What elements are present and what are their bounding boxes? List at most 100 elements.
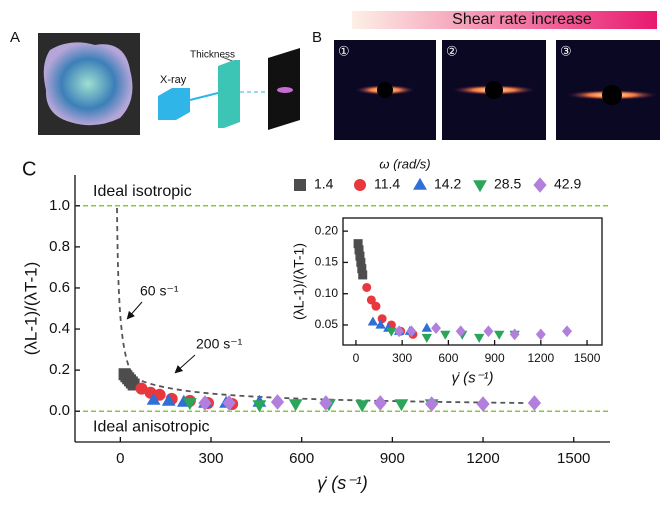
beam: [189, 91, 223, 101]
marker: [509, 328, 520, 341]
marker: [371, 301, 381, 311]
x-tick-label: 600: [289, 450, 314, 467]
marker: [182, 398, 197, 411]
marker: [367, 316, 379, 326]
marker: [375, 319, 386, 329]
x-tick-label: 0: [353, 351, 360, 365]
marker: [562, 325, 572, 338]
marker: [373, 395, 387, 411]
y-tick-label: 0.20: [315, 223, 339, 237]
marker: [198, 395, 212, 411]
marker: [483, 325, 494, 338]
legend-marker: [533, 177, 547, 193]
x-tick-label: 1500: [574, 351, 601, 365]
y-tick-label: 0.8: [49, 238, 70, 255]
beamstop: [377, 82, 393, 98]
xray-source: [158, 88, 190, 120]
marker: [319, 395, 333, 411]
y-tick-label: 0.6: [49, 279, 70, 296]
gradient-label: Shear rate increase: [452, 11, 592, 28]
y-tick-label: 0.2: [49, 361, 70, 378]
marker: [353, 239, 363, 249]
panel-label: A: [10, 29, 20, 46]
legend-marker: [294, 179, 306, 191]
x-axis-label: γ̇ (s⁻¹): [317, 473, 367, 493]
marker: [135, 382, 148, 395]
x-tick-label: 1200: [466, 450, 499, 467]
annotation-arrow: [174, 354, 196, 374]
diagram-label: X-ray: [160, 74, 187, 86]
annotation: 60 s⁻¹: [140, 283, 179, 299]
y-axis-label: (λL-1)/(λT-1): [21, 262, 40, 356]
image-label: ③: [560, 43, 572, 58]
reference-label: Ideal isotropic: [93, 183, 192, 200]
y-tick-label: 0.10: [315, 286, 339, 300]
marker: [356, 257, 366, 267]
legend-label: 1.4: [314, 176, 334, 192]
marker: [270, 394, 285, 410]
x-tick-label: 900: [485, 351, 505, 365]
marker: [386, 327, 397, 337]
sample-plate: [218, 60, 240, 128]
legend-label: 11.4: [374, 176, 400, 192]
saxs-images: [334, 40, 660, 140]
marker: [355, 251, 365, 261]
diagram-label: Thickness: [190, 50, 235, 61]
marker: [366, 295, 376, 305]
x-tick-label: 300: [392, 351, 412, 365]
marker: [355, 400, 370, 413]
y-tick-label: 0.15: [315, 255, 339, 269]
detector-pattern: [277, 87, 293, 93]
marker: [455, 325, 466, 338]
marker: [362, 282, 372, 292]
marker: [394, 325, 405, 338]
panel-label: B: [312, 29, 322, 46]
marker: [527, 395, 542, 411]
marker: [535, 328, 546, 341]
y-tick-label: 0.4: [49, 320, 70, 337]
panel-label: C: [22, 158, 36, 180]
x-axis-label: γ̇ (s⁻¹): [451, 370, 493, 387]
legend-marker: [473, 180, 487, 193]
x-tick-label: 600: [438, 351, 458, 365]
marker: [476, 396, 490, 412]
marker: [425, 396, 439, 412]
marker: [377, 314, 387, 324]
marker: [146, 392, 161, 405]
reference-label: Ideal anisotropic: [93, 418, 210, 435]
marker: [474, 333, 485, 343]
legend-marker: [413, 177, 427, 190]
marker: [288, 399, 303, 412]
marker: [406, 325, 417, 338]
marker: [358, 270, 368, 280]
marker: [494, 330, 505, 340]
y-tick-label: 0.0: [49, 402, 70, 419]
image-label: ①: [338, 43, 350, 58]
marker: [354, 245, 364, 255]
legend-label: 28.5: [494, 176, 521, 192]
marker: [440, 330, 451, 340]
x-tick-label: 300: [199, 450, 224, 467]
marker: [431, 322, 442, 334]
marker: [161, 393, 176, 406]
x-tick-label: 900: [380, 450, 405, 467]
inset-frame: [342, 217, 603, 346]
y-axis-label: (λL-1)/(λT-1): [291, 243, 307, 320]
marker: [394, 399, 409, 412]
x-tick-label: 0: [116, 450, 124, 467]
image-label: ②: [446, 43, 458, 58]
marker: [252, 400, 267, 413]
sample-film: [43, 42, 133, 126]
legend-label: 14.2: [434, 176, 461, 192]
beamstop: [602, 85, 622, 105]
marker: [421, 333, 432, 343]
annotation: 200 s⁻¹: [196, 336, 243, 352]
marker: [153, 388, 166, 401]
marker: [357, 264, 367, 274]
y-tick-label: 1.0: [49, 197, 70, 214]
legend-label: 42.9: [554, 176, 581, 192]
marker: [421, 322, 432, 332]
legend-title: ω (rad/s): [379, 156, 430, 171]
